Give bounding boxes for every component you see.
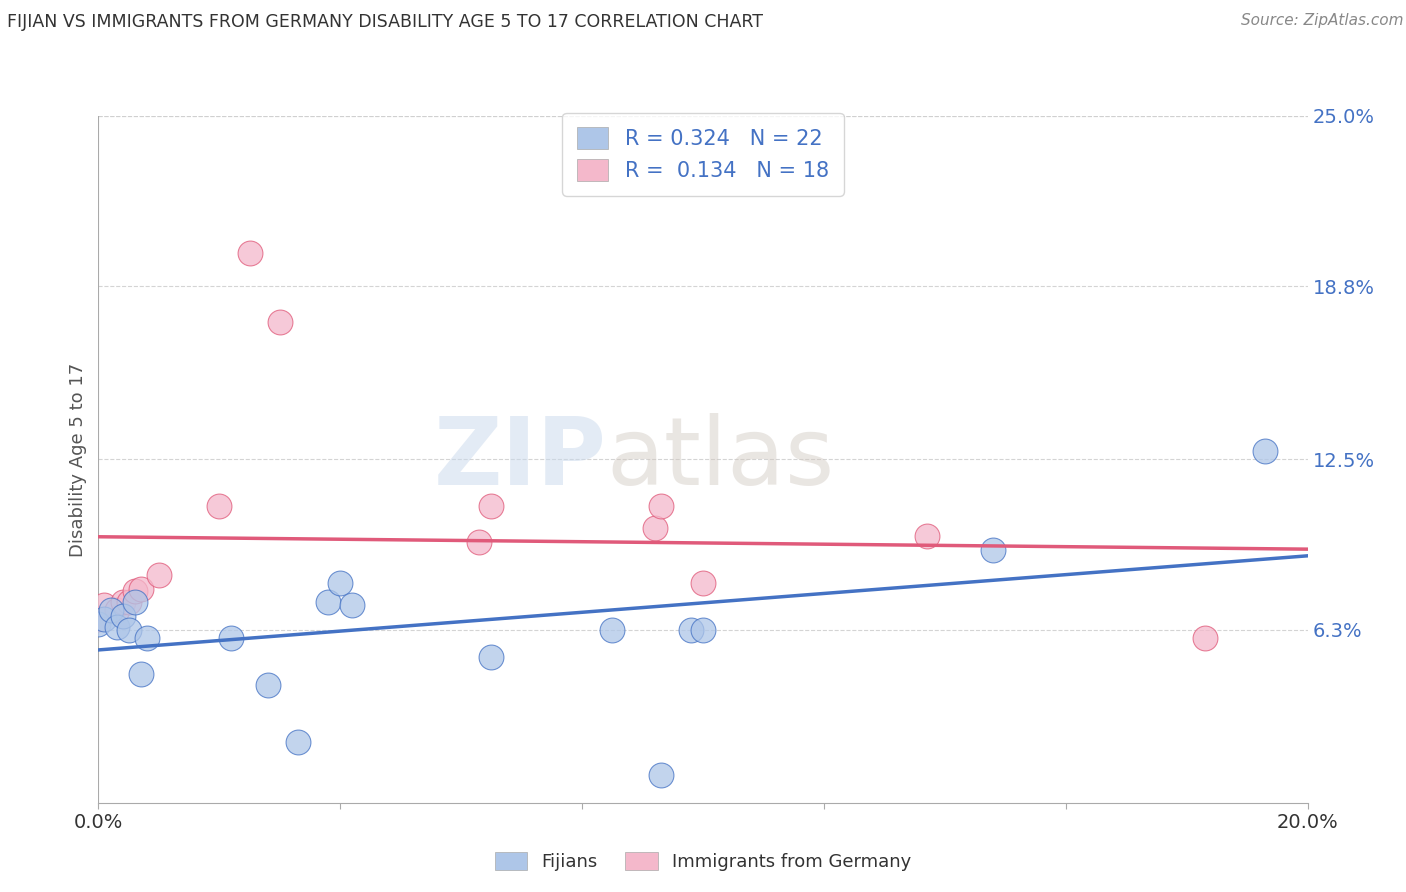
Y-axis label: Disability Age 5 to 17: Disability Age 5 to 17 (69, 362, 87, 557)
Point (118, 595, 141, 609)
Point (93, 598, 115, 612)
Point (87, 612, 110, 626)
Point (124, 584, 146, 599)
Point (148, 567, 170, 582)
Legend: Fijians, Immigrants from Germany: Fijians, Immigrants from Germany (488, 845, 918, 879)
Point (316, 595, 339, 609)
Point (221, 631, 243, 645)
Point (481, 499, 503, 513)
Point (118, 623, 141, 637)
Point (129, 582, 152, 596)
Point (342, 598, 364, 612)
Point (329, 576, 352, 591)
Point (915, 529, 938, 543)
Point (105, 620, 128, 634)
Point (481, 650, 503, 665)
Point (105, 603, 128, 617)
Point (287, 735, 309, 749)
Point (692, 576, 714, 591)
Point (650, 768, 672, 782)
Point (644, 521, 666, 535)
Point (239, 246, 262, 260)
Point (650, 499, 672, 513)
Point (111, 609, 134, 624)
Point (1194, 631, 1216, 645)
Point (692, 623, 714, 637)
Point (129, 666, 152, 681)
Point (87, 617, 110, 632)
Point (256, 678, 278, 692)
Text: FIJIAN VS IMMIGRANTS FROM GERMANY DISABILITY AGE 5 TO 17 CORRELATION CHART: FIJIAN VS IMMIGRANTS FROM GERMANY DISABI… (7, 13, 763, 31)
Point (135, 631, 157, 645)
Legend: R = 0.324   N = 22, R =  0.134   N = 18: R = 0.324 N = 22, R = 0.134 N = 18 (562, 112, 844, 195)
Text: ZIP: ZIP (433, 413, 606, 506)
Point (981, 543, 1004, 558)
Point (111, 595, 134, 609)
Point (208, 499, 231, 513)
Point (602, 623, 624, 637)
Point (100, 603, 122, 617)
Point (679, 623, 702, 637)
Point (269, 315, 291, 329)
Point (93, 612, 115, 626)
Point (468, 534, 491, 549)
Text: atlas: atlas (606, 413, 835, 506)
Point (124, 595, 146, 609)
Point (1254, 444, 1277, 458)
Text: Source: ZipAtlas.com: Source: ZipAtlas.com (1240, 13, 1403, 29)
